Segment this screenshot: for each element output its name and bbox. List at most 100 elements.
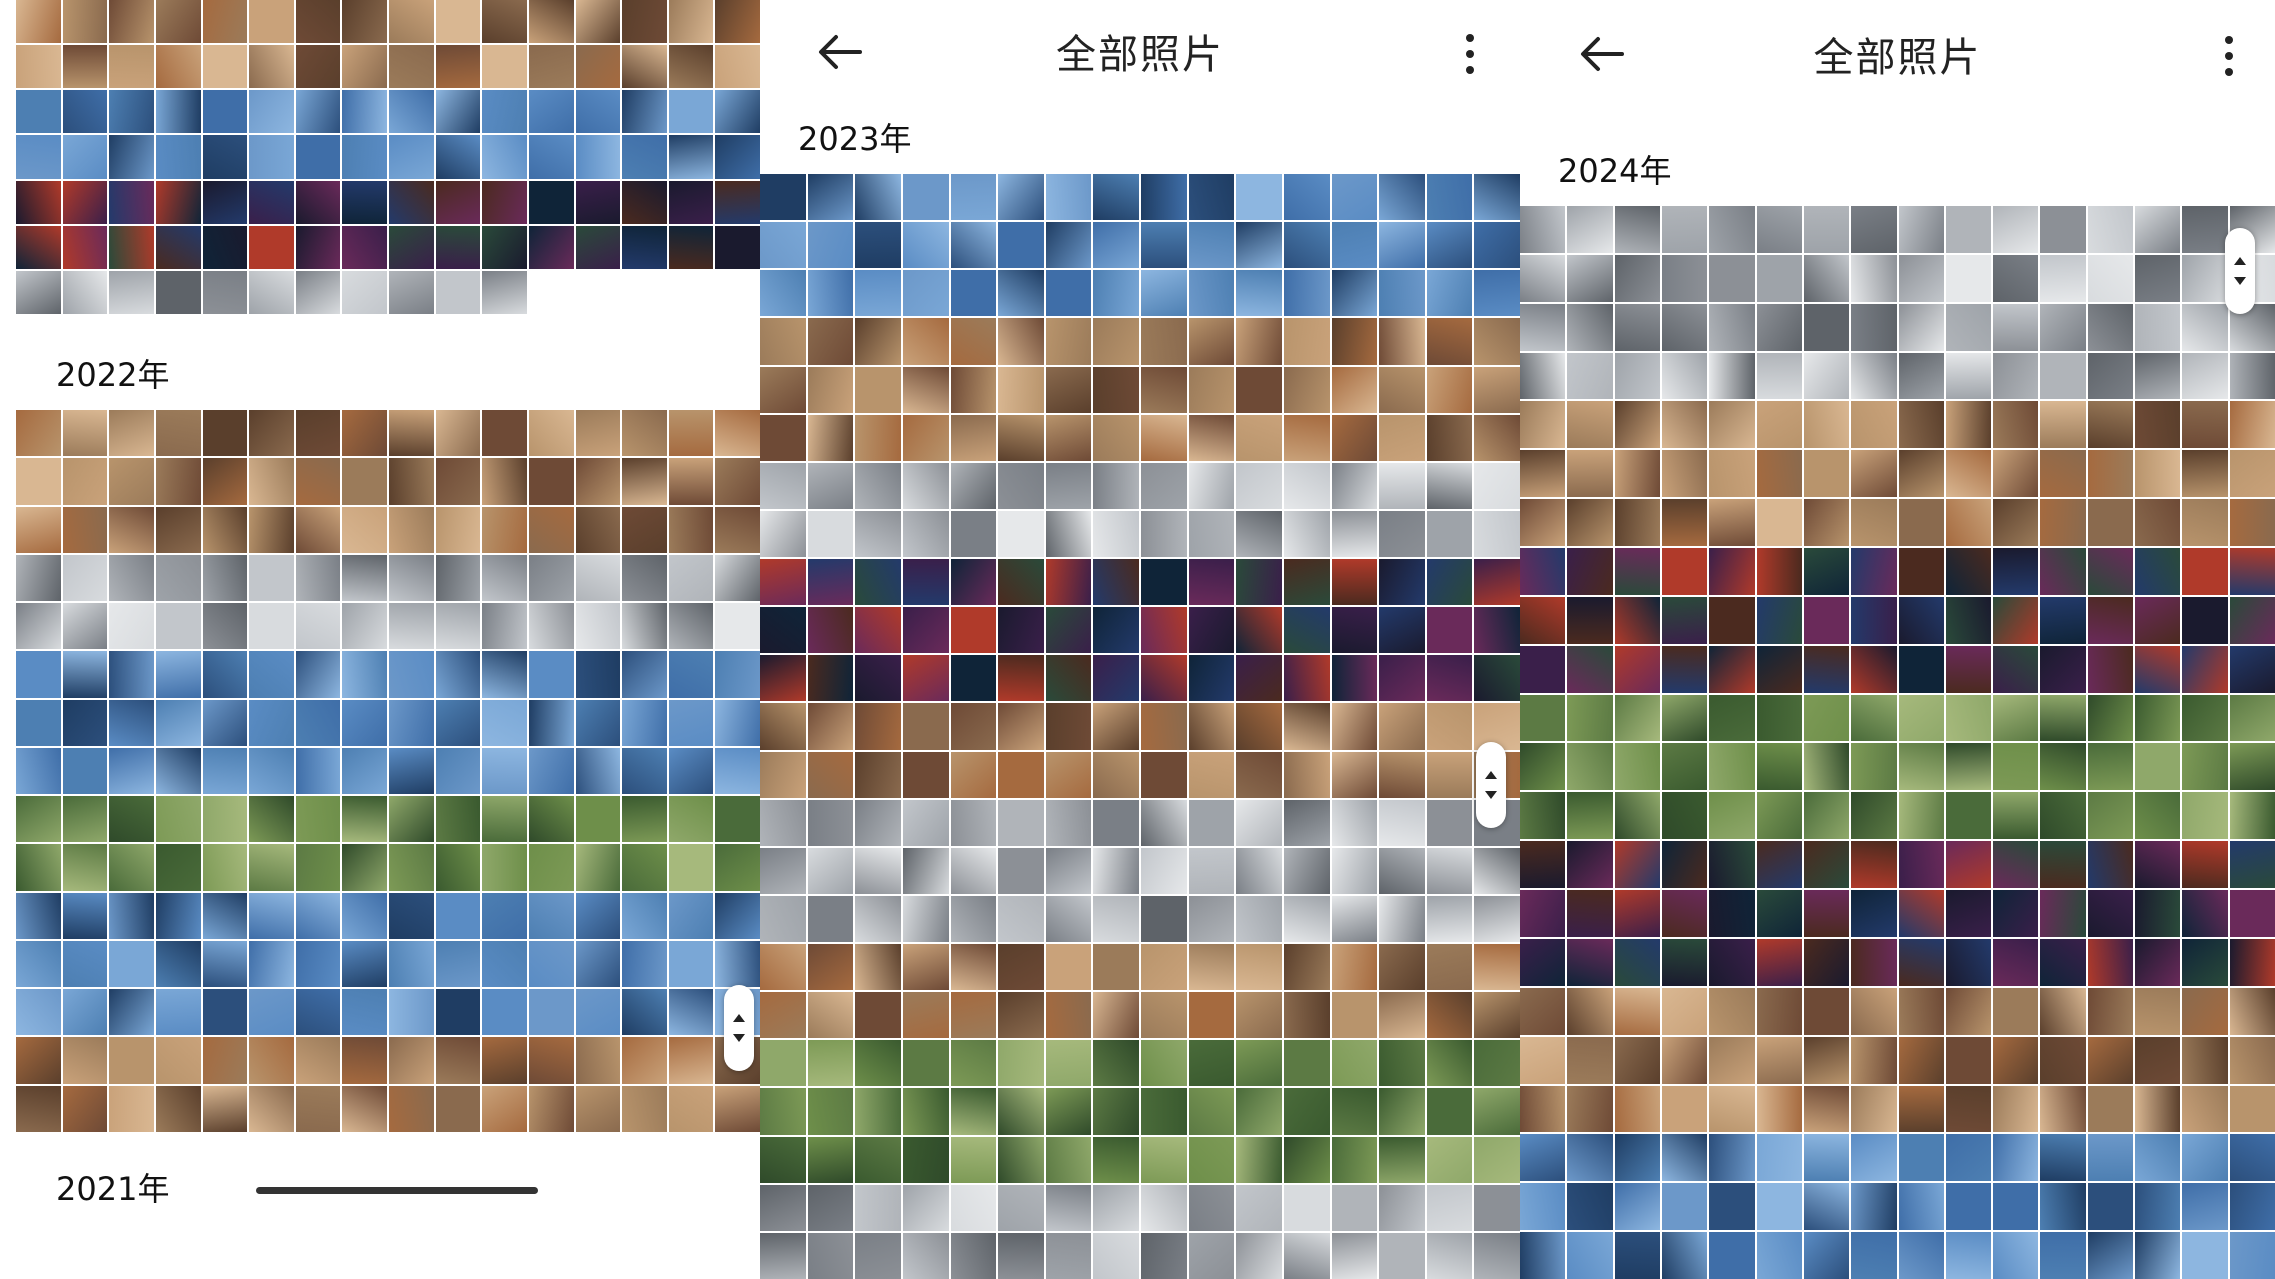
photo-thumbnail[interactable] (760, 510, 806, 558)
photo-thumbnail[interactable] (342, 844, 387, 891)
photo-thumbnail[interactable] (202, 940, 248, 988)
photo-thumbnail[interactable] (528, 651, 574, 698)
photo-thumbnail[interactable] (1567, 499, 1613, 547)
photo-thumbnail[interactable] (1803, 645, 1850, 693)
photo-thumbnail[interactable] (807, 559, 854, 606)
photo-thumbnail[interactable] (1709, 841, 1755, 889)
photo-thumbnail[interactable] (902, 222, 949, 269)
photo-thumbnail[interactable] (1093, 1040, 1139, 1087)
photo-thumbnail[interactable] (482, 1037, 527, 1084)
photo-thumbnail[interactable] (202, 796, 248, 843)
photo-thumbnail[interactable] (2182, 645, 2228, 693)
photo-thumbnail[interactable] (1093, 655, 1139, 702)
photo-thumbnail[interactable] (622, 225, 667, 269)
photo-thumbnail[interactable] (807, 703, 854, 750)
photo-thumbnail[interactable] (1379, 1040, 1425, 1087)
photo-thumbnail[interactable] (62, 603, 108, 650)
photo-thumbnail[interactable] (528, 940, 574, 988)
photo-thumbnail[interactable] (295, 892, 341, 939)
photo-thumbnail[interactable] (1045, 366, 1092, 413)
photo-thumbnail[interactable] (1614, 694, 1660, 742)
photo-thumbnail[interactable] (1898, 450, 1944, 498)
photo-thumbnail[interactable] (342, 410, 387, 457)
photo-thumbnail[interactable] (2087, 694, 2134, 742)
photo-thumbnail[interactable] (1283, 462, 1330, 509)
photo-thumbnail[interactable] (1379, 799, 1425, 846)
photo-thumbnail[interactable] (389, 90, 434, 134)
photo-thumbnail[interactable] (1756, 1036, 1802, 1084)
photo-thumbnail[interactable] (109, 892, 154, 939)
photo-thumbnail[interactable] (855, 414, 901, 461)
photo-thumbnail[interactable] (435, 180, 481, 224)
photo-thumbnail[interactable] (202, 180, 248, 224)
photo-thumbnail[interactable] (62, 1037, 108, 1084)
photo-thumbnail[interactable] (62, 796, 108, 843)
photo-thumbnail[interactable] (342, 180, 387, 224)
photo-thumbnail[interactable] (435, 506, 481, 553)
photo-thumbnail[interactable] (2182, 352, 2228, 400)
photo-thumbnail[interactable] (1474, 944, 1520, 991)
photo-thumbnail[interactable] (1236, 1136, 1282, 1183)
photo-thumbnail[interactable] (575, 458, 621, 505)
photo-thumbnail[interactable] (482, 90, 527, 134)
photo-thumbnail[interactable] (389, 989, 434, 1036)
photo-thumbnail[interactable] (1141, 1040, 1187, 1087)
photo-thumbnail[interactable] (249, 0, 294, 44)
photo-thumbnail[interactable] (1474, 1088, 1520, 1135)
photo-thumbnail[interactable] (668, 699, 714, 746)
photo-thumbnail[interactable] (902, 895, 949, 943)
photo-thumbnail[interactable] (1945, 1134, 1992, 1182)
photo-thumbnail[interactable] (1945, 450, 1992, 498)
photo-thumbnail[interactable] (1093, 462, 1139, 509)
photo-thumbnail[interactable] (1045, 1184, 1092, 1231)
photo-thumbnail[interactable] (482, 747, 527, 795)
photo-thumbnail[interactable] (668, 1085, 714, 1132)
photo-thumbnail[interactable] (902, 799, 949, 846)
photo-thumbnail[interactable] (1898, 694, 1944, 742)
photo-thumbnail[interactable] (109, 796, 154, 843)
photo-thumbnail[interactable] (155, 225, 201, 269)
photo-thumbnail[interactable] (2229, 596, 2275, 644)
photo-thumbnail[interactable] (1803, 792, 1850, 840)
photo-thumbnail[interactable] (2182, 596, 2228, 644)
photo-thumbnail[interactable] (1283, 414, 1330, 461)
photo-thumbnail[interactable] (202, 699, 248, 746)
photo-thumbnail[interactable] (902, 366, 949, 413)
photo-thumbnail[interactable] (2040, 206, 2086, 253)
photo-thumbnail[interactable] (155, 989, 201, 1036)
photo-thumbnail[interactable] (1898, 841, 1944, 889)
photo-thumbnail[interactable] (1567, 303, 1613, 351)
photo-thumbnail[interactable] (1614, 645, 1660, 693)
photo-thumbnail[interactable] (2087, 254, 2134, 302)
photo-thumbnail[interactable] (155, 699, 201, 746)
photo-thumbnail[interactable] (1567, 450, 1613, 498)
photo-thumbnail[interactable] (668, 410, 714, 457)
photo-thumbnail[interactable] (528, 844, 574, 891)
photo-thumbnail[interactable] (2135, 206, 2181, 253)
photo-thumbnail[interactable] (435, 45, 481, 89)
photo-thumbnail[interactable] (1756, 206, 1802, 253)
photo-thumbnail[interactable] (2229, 938, 2275, 986)
photo-thumbnail[interactable] (1331, 559, 1378, 606)
photo-thumbnail[interactable] (1426, 1088, 1473, 1135)
photo-thumbnail[interactable] (389, 135, 434, 179)
photo-thumbnail[interactable] (1661, 303, 1708, 351)
photo-thumbnail[interactable] (2087, 1036, 2134, 1084)
photo-thumbnail[interactable] (389, 45, 434, 89)
photo-thumbnail[interactable] (1898, 401, 1944, 449)
photo-thumbnail[interactable] (1331, 847, 1378, 894)
photo-thumbnail[interactable] (1945, 596, 1992, 644)
photo-thumbnail[interactable] (1567, 548, 1613, 595)
photo-thumbnail[interactable] (998, 703, 1044, 750)
photo-thumbnail[interactable] (998, 318, 1044, 365)
photo-thumbnail[interactable] (342, 1085, 387, 1132)
photo-thumbnail[interactable] (1661, 792, 1708, 840)
photo-thumbnail[interactable] (435, 90, 481, 134)
photo-thumbnail[interactable] (855, 559, 901, 606)
photo-thumbnail[interactable] (109, 270, 154, 314)
photo-thumbnail[interactable] (2229, 499, 2275, 547)
photo-thumbnail[interactable] (760, 366, 806, 413)
photo-thumbnail[interactable] (1898, 1134, 1944, 1182)
photo-thumbnail[interactable] (1614, 987, 1660, 1035)
photo-thumbnail[interactable] (2135, 792, 2181, 840)
